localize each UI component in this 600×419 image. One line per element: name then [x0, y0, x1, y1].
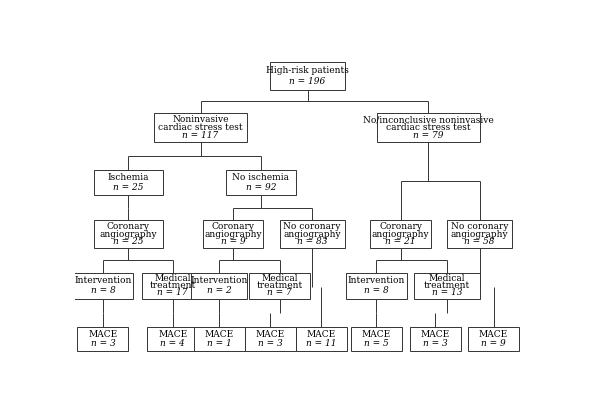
Text: n = 3: n = 3	[91, 339, 115, 348]
Text: n = 8: n = 8	[364, 286, 389, 295]
Text: n = 92: n = 92	[246, 183, 276, 192]
Text: n = 2: n = 2	[207, 286, 232, 295]
FancyBboxPatch shape	[468, 327, 519, 351]
Text: n = 17: n = 17	[157, 288, 188, 297]
Text: cardiac stress test: cardiac stress test	[158, 123, 243, 132]
Text: n = 79: n = 79	[413, 131, 443, 140]
Text: MACE: MACE	[421, 330, 450, 339]
Text: n = 21: n = 21	[385, 237, 416, 246]
FancyBboxPatch shape	[370, 220, 431, 248]
Text: MACE: MACE	[88, 330, 118, 339]
FancyBboxPatch shape	[296, 327, 347, 351]
Text: n = 4: n = 4	[160, 339, 185, 348]
Text: n = 9: n = 9	[221, 237, 245, 246]
Text: No ischemia: No ischemia	[233, 173, 290, 182]
Text: n = 7: n = 7	[267, 288, 292, 297]
FancyBboxPatch shape	[245, 327, 296, 351]
Text: No coronary: No coronary	[283, 222, 341, 231]
FancyBboxPatch shape	[191, 273, 247, 299]
FancyBboxPatch shape	[94, 220, 163, 248]
Text: n = 196: n = 196	[289, 77, 326, 86]
Text: angiography: angiography	[451, 230, 508, 239]
Text: treatment: treatment	[424, 281, 470, 290]
Text: No/inconclusive noninvasive: No/inconclusive noninvasive	[363, 115, 494, 124]
Text: n = 13: n = 13	[432, 288, 462, 297]
FancyBboxPatch shape	[410, 327, 461, 351]
Text: MACE: MACE	[362, 330, 391, 339]
Text: MACE: MACE	[479, 330, 508, 339]
FancyBboxPatch shape	[377, 113, 479, 142]
FancyBboxPatch shape	[250, 273, 310, 299]
FancyBboxPatch shape	[147, 327, 198, 351]
FancyBboxPatch shape	[280, 220, 345, 248]
Text: MACE: MACE	[307, 330, 336, 339]
Text: n = 1: n = 1	[207, 339, 232, 348]
Text: cardiac stress test: cardiac stress test	[386, 123, 471, 132]
Text: Medical: Medical	[154, 274, 191, 283]
Text: n = 5: n = 5	[364, 339, 389, 348]
Text: n = 83: n = 83	[297, 237, 328, 246]
Text: n = 9: n = 9	[481, 339, 506, 348]
FancyBboxPatch shape	[203, 220, 263, 248]
Text: Ischemia: Ischemia	[108, 173, 149, 182]
Text: n = 3: n = 3	[423, 339, 448, 348]
Text: Noninvasive: Noninvasive	[172, 115, 229, 124]
Text: Coronary: Coronary	[379, 222, 422, 231]
Text: n = 11: n = 11	[306, 339, 337, 348]
Text: angiography: angiography	[100, 230, 157, 239]
Text: MACE: MACE	[158, 330, 187, 339]
FancyBboxPatch shape	[73, 273, 133, 299]
Text: n = 58: n = 58	[464, 237, 495, 246]
Text: angiography: angiography	[371, 230, 430, 239]
Text: Coronary: Coronary	[212, 222, 254, 231]
Text: Medical: Medical	[429, 274, 465, 283]
Text: Intervention: Intervention	[74, 277, 131, 285]
Text: Intervention: Intervention	[190, 277, 248, 285]
Text: MACE: MACE	[256, 330, 285, 339]
Text: n = 8: n = 8	[91, 286, 115, 295]
FancyBboxPatch shape	[94, 170, 163, 196]
FancyBboxPatch shape	[154, 113, 247, 142]
Text: n = 25: n = 25	[113, 237, 144, 246]
FancyBboxPatch shape	[415, 273, 479, 299]
FancyBboxPatch shape	[351, 327, 402, 351]
Text: High-risk patients: High-risk patients	[266, 66, 349, 75]
Text: n = 3: n = 3	[258, 339, 283, 348]
Text: angiography: angiography	[204, 230, 262, 239]
FancyBboxPatch shape	[270, 62, 344, 90]
Text: treatment: treatment	[256, 281, 303, 290]
Text: Medical: Medical	[262, 274, 298, 283]
Text: n = 25: n = 25	[113, 183, 144, 192]
Text: No coronary: No coronary	[451, 222, 508, 231]
Text: Coronary: Coronary	[107, 222, 150, 231]
FancyBboxPatch shape	[142, 273, 203, 299]
Text: MACE: MACE	[205, 330, 234, 339]
FancyBboxPatch shape	[226, 170, 296, 196]
FancyBboxPatch shape	[346, 273, 407, 299]
FancyBboxPatch shape	[77, 327, 128, 351]
Text: treatment: treatment	[149, 281, 196, 290]
FancyBboxPatch shape	[447, 220, 512, 248]
Text: n = 117: n = 117	[182, 131, 218, 140]
FancyBboxPatch shape	[194, 327, 245, 351]
Text: Intervention: Intervention	[347, 277, 405, 285]
Text: angiography: angiography	[283, 230, 341, 239]
